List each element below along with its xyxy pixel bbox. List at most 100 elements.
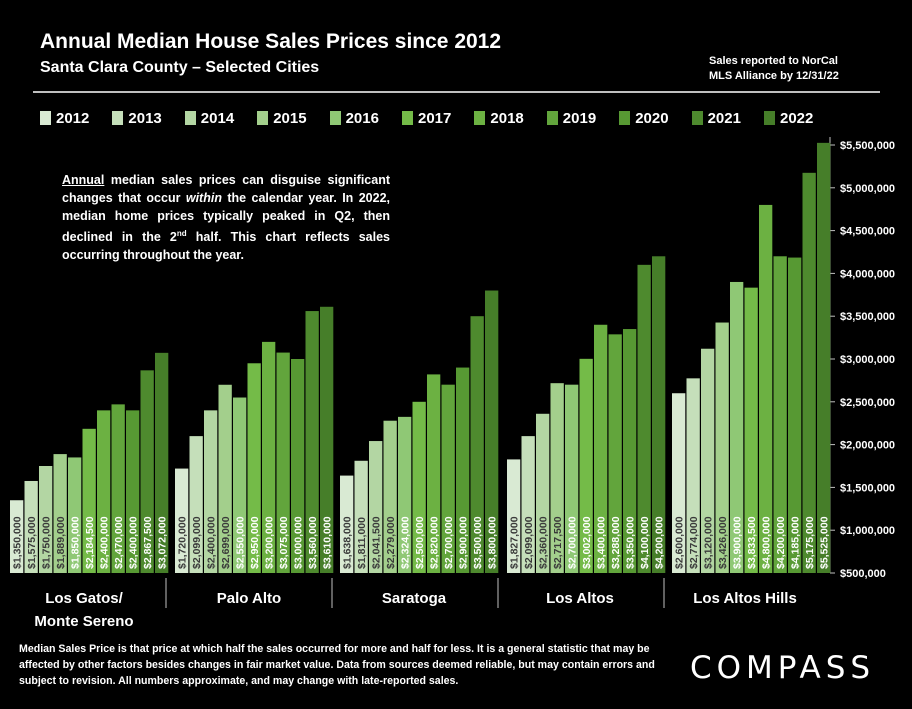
bar-value-label: $3,288,000	[610, 516, 622, 569]
y-tick-label: $3,000,000	[840, 354, 895, 366]
y-tick-label: $4,500,000	[840, 226, 895, 238]
legend-label: 2013	[128, 109, 162, 127]
y-tick-label: $500,000	[840, 568, 886, 580]
bar	[817, 142, 831, 574]
bar-value-label: $2,470,000	[113, 516, 125, 569]
source-note: Sales reported to NorCal MLS Alliance by…	[709, 54, 839, 84]
y-tick-label: $3,500,000	[840, 311, 895, 323]
category-label: Los Gatos/	[45, 590, 123, 607]
bar	[383, 420, 397, 573]
bar-value-label: $2,400,000	[99, 516, 111, 569]
bar-value-label: $4,200,000	[654, 516, 666, 569]
bar-value-label: $2,360,000	[538, 516, 550, 569]
y-tick-label: $2,000,000	[840, 440, 895, 452]
category-label: Monte Sereno	[34, 613, 133, 630]
legend-label: 2014	[200, 109, 235, 127]
bar-value-label: $2,324,000	[400, 516, 412, 569]
bar	[276, 352, 290, 573]
bar	[456, 367, 470, 573]
legend-label: 2015	[273, 109, 307, 127]
bar-value-label: $2,867,500	[142, 516, 154, 569]
bar	[340, 475, 354, 573]
compass-logo: COMPASS	[690, 650, 876, 686]
legend-swatch	[691, 111, 703, 125]
legend-label: 2017	[418, 109, 452, 127]
bar-value-label: $1,750,000	[41, 516, 53, 569]
bar	[730, 281, 744, 573]
legend-item: 2021	[691, 107, 741, 129]
bar-value-label: $1,811,000	[356, 517, 368, 569]
bar	[507, 459, 521, 573]
bar	[550, 383, 564, 573]
bar-value-label: $1,350,000	[12, 516, 24, 569]
bar-value-label: $2,400,000	[206, 516, 218, 569]
bar-value-label: $3,000,000	[293, 516, 305, 569]
bar	[521, 436, 535, 573]
legend-swatch	[402, 111, 413, 125]
bar-value-label: $4,800,000	[761, 516, 773, 569]
y-tick-label: $1,500,000	[840, 482, 895, 494]
category-label: Saratoga	[382, 590, 447, 607]
bar-value-label: $3,120,000	[703, 516, 715, 569]
bar-value-label: $5,175,000	[804, 516, 816, 569]
bar-value-label: $3,500,000	[472, 516, 484, 569]
chart-title: Annual Median House Sales Prices since 2…	[40, 30, 502, 53]
bar-value-label: $3,900,000	[732, 516, 744, 569]
bar-value-label: $2,550,000	[235, 516, 247, 569]
bar-value-label: $2,820,000	[429, 516, 441, 569]
bar-value-label: $2,600,000	[674, 516, 686, 569]
y-tick-label: $5,000,000	[840, 183, 895, 195]
annotation-within: within	[185, 191, 222, 205]
bar-value-label: $3,002,000	[581, 516, 593, 569]
legend-item: 2020	[619, 107, 669, 129]
legend-swatch	[184, 111, 196, 125]
bar	[398, 416, 412, 573]
annotation-text: Annual median sales prices can disguise …	[62, 171, 390, 264]
bar	[175, 468, 189, 573]
legend-label: 2020	[635, 109, 669, 127]
legend-item: 2016	[329, 107, 379, 129]
bar	[369, 441, 383, 573]
bar-value-label: $2,400,000	[128, 516, 140, 569]
bar-value-label: $2,700,000	[443, 516, 455, 569]
legend-swatch	[329, 111, 341, 125]
y-tick-label: $1,000,000	[840, 525, 895, 537]
bar-value-label: $2,950,000	[249, 516, 261, 569]
bar-value-label: $2,699,000	[220, 516, 232, 569]
legend-swatch	[40, 111, 51, 125]
bar-value-label: $3,400,000	[596, 516, 608, 569]
y-tick-label: $4,000,000	[840, 268, 895, 280]
bar	[485, 290, 499, 573]
annotation-text-a: median sales prices can disguise signifi…	[62, 173, 390, 205]
y-tick-label: $5,500,000	[840, 140, 895, 152]
y-tick-label: $2,500,000	[840, 397, 895, 409]
legend-label: 2022	[780, 109, 814, 127]
legend-item: 2018	[474, 107, 524, 129]
bar	[579, 358, 593, 573]
bar	[623, 329, 637, 573]
bar-value-label: $2,717,500	[552, 516, 564, 569]
bar-value-label: $1,638,000	[342, 516, 354, 569]
bar-value-label: $2,099,000	[523, 516, 535, 569]
bar	[204, 410, 218, 573]
source-note-line2: MLS Alliance by 12/31/22	[709, 70, 839, 82]
bar-value-label: $4,185,000	[790, 516, 802, 569]
bar	[744, 287, 758, 573]
bar-value-label: $2,500,000	[414, 516, 426, 569]
bar-value-label: $1,720,000	[177, 516, 189, 569]
category-label: Los Altos	[546, 590, 614, 607]
bar	[218, 384, 232, 573]
legend-label: 2019	[562, 109, 597, 127]
bar-value-label: $2,041,500	[371, 516, 383, 569]
bar	[672, 393, 686, 573]
legend-swatch	[619, 111, 631, 125]
legend-item: 2022	[764, 107, 813, 129]
bar-value-label: $1,827,000	[509, 516, 521, 569]
legend-swatch	[257, 111, 269, 125]
bar	[715, 322, 729, 573]
bar	[82, 428, 96, 573]
legend-swatch	[474, 111, 486, 125]
legend-label: 2018	[490, 109, 524, 127]
